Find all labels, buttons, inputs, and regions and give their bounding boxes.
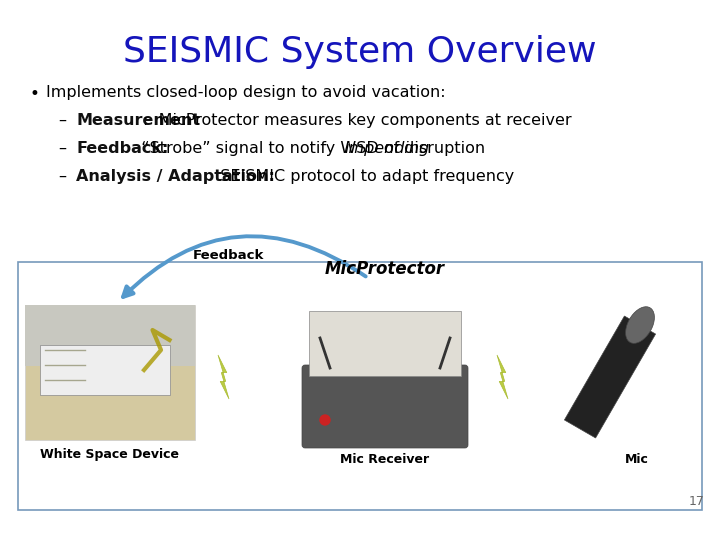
Polygon shape [564,316,656,438]
Text: •: • [30,85,40,103]
FancyBboxPatch shape [18,262,702,510]
Text: Mic: Mic [625,453,649,466]
Text: Feedback:: Feedback: [76,141,168,156]
Text: 17: 17 [689,495,705,508]
Circle shape [320,415,330,425]
Text: disruption: disruption [400,141,485,156]
FancyBboxPatch shape [25,305,195,366]
Text: Analysis / Adaptation:: Analysis / Adaptation: [76,169,275,184]
Text: Implements closed-loop design to avoid vacation:: Implements closed-loop design to avoid v… [46,85,446,100]
Polygon shape [218,355,229,399]
Text: MicProtector: MicProtector [325,260,445,278]
Text: SEISMIC protocol to adapt frequency: SEISMIC protocol to adapt frequency [210,169,515,184]
Text: “Strobe” signal to notify WSD of: “Strobe” signal to notify WSD of [131,141,404,156]
Text: :  MicProtector measures key components at receiver: : MicProtector measures key components a… [143,113,572,128]
Text: Mic Receiver: Mic Receiver [341,453,430,466]
FancyBboxPatch shape [302,365,468,448]
Text: –: – [58,113,66,128]
Text: –: – [58,141,66,156]
Polygon shape [626,307,654,343]
FancyBboxPatch shape [25,305,195,440]
Text: Feedback: Feedback [192,249,264,262]
FancyBboxPatch shape [40,345,170,395]
FancyBboxPatch shape [309,311,461,376]
Text: –: – [58,169,66,184]
Text: impending: impending [344,141,430,156]
Text: Measurement: Measurement [76,113,200,128]
Text: White Space Device: White Space Device [40,448,179,461]
Text: SEISMIC System Overview: SEISMIC System Overview [123,35,597,69]
Polygon shape [497,355,508,399]
